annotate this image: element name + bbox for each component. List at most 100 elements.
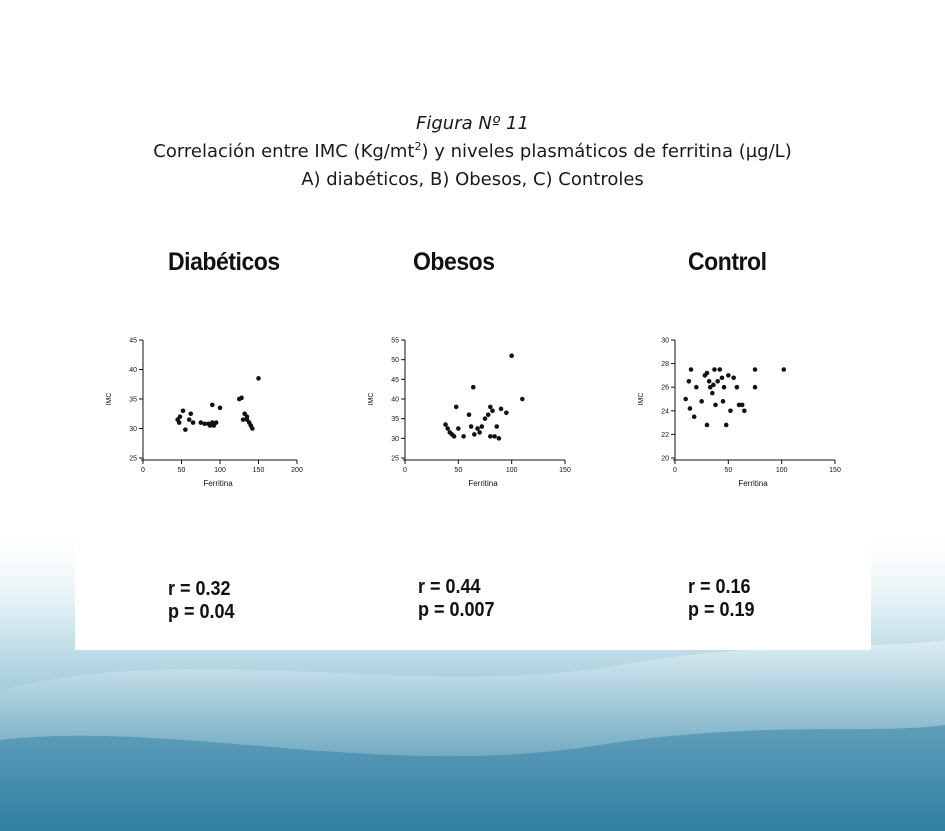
data-point bbox=[456, 426, 461, 431]
y-tick-label: 26 bbox=[661, 385, 669, 392]
data-point bbox=[731, 375, 736, 381]
data-point bbox=[504, 410, 509, 416]
data-point bbox=[445, 426, 450, 431]
x-axis-label: Ferritina bbox=[203, 479, 233, 488]
data-point bbox=[198, 420, 204, 425]
data-point bbox=[482, 416, 488, 421]
data-point bbox=[485, 412, 491, 418]
data-point bbox=[177, 414, 183, 419]
data-point bbox=[202, 421, 207, 427]
data-point bbox=[488, 434, 493, 439]
y-tick-label: 25 bbox=[391, 456, 399, 463]
figure-caption-line-3: A) diabéticos, B) Obesos, C) Controles bbox=[301, 169, 644, 190]
data-point bbox=[240, 417, 246, 422]
data-point bbox=[687, 406, 693, 411]
y-tick-label: 35 bbox=[129, 397, 137, 404]
r-value-obesos: r = 0.44 bbox=[418, 576, 481, 598]
data-point bbox=[472, 432, 477, 437]
data-point bbox=[723, 422, 729, 428]
stats-obesos: r = 0.44 p = 0.007 bbox=[418, 576, 495, 622]
data-point bbox=[683, 396, 688, 402]
x-tick-label: 50 bbox=[454, 467, 462, 474]
x-tick-label: 150 bbox=[253, 467, 265, 474]
data-point bbox=[180, 408, 186, 414]
data-point bbox=[688, 367, 694, 372]
data-point bbox=[250, 426, 255, 431]
x-tick-label: 0 bbox=[673, 467, 677, 474]
data-point bbox=[699, 399, 704, 404]
x-tick-label: 100 bbox=[506, 467, 518, 474]
data-point bbox=[721, 384, 727, 390]
chart-title-control: Control bbox=[688, 248, 767, 276]
y-tick-label: 30 bbox=[661, 338, 669, 345]
data-point bbox=[498, 406, 504, 412]
data-point bbox=[704, 370, 710, 376]
data-point bbox=[742, 408, 747, 414]
y-tick-label: 45 bbox=[129, 338, 137, 345]
data-point bbox=[496, 436, 502, 441]
x-tick-label: 150 bbox=[559, 467, 571, 474]
data-point bbox=[477, 430, 482, 435]
p-value-control: p = 0.19 bbox=[688, 599, 755, 621]
data-point bbox=[183, 427, 188, 432]
y-tick-label: 45 bbox=[391, 377, 399, 384]
data-point bbox=[520, 396, 525, 402]
stats-diabeticos: r = 0.32 p = 0.04 bbox=[168, 578, 235, 624]
data-point bbox=[686, 379, 692, 384]
x-tick-label: 0 bbox=[141, 467, 145, 474]
data-point bbox=[492, 434, 497, 439]
data-point bbox=[468, 424, 474, 429]
data-point bbox=[706, 379, 712, 384]
data-point bbox=[752, 384, 758, 390]
x-tick-label: 150 bbox=[829, 467, 841, 474]
data-point bbox=[488, 404, 493, 410]
data-point bbox=[470, 384, 476, 390]
y-tick-label: 25 bbox=[129, 456, 137, 463]
data-point bbox=[509, 353, 514, 359]
p-value-obesos: p = 0.007 bbox=[418, 599, 495, 621]
x-tick-label: 100 bbox=[776, 467, 788, 474]
data-point bbox=[710, 390, 715, 396]
figure-caption-line-2: Correlación entre IMC (Kg/mt2) y niveles… bbox=[0, 138, 945, 166]
x-tick-label: 0 bbox=[403, 467, 407, 474]
x-axis-label: Ferritina bbox=[468, 479, 498, 488]
data-point bbox=[461, 434, 466, 439]
r-value-diabeticos: r = 0.32 bbox=[168, 578, 231, 600]
data-point bbox=[712, 367, 717, 372]
y-tick-label: 40 bbox=[391, 397, 399, 404]
y-tick-label: 30 bbox=[391, 436, 399, 443]
data-point bbox=[720, 399, 726, 404]
x-tick-label: 50 bbox=[724, 467, 732, 474]
data-point bbox=[726, 373, 731, 378]
y-tick-label: 30 bbox=[129, 426, 137, 433]
data-point bbox=[188, 411, 194, 417]
data-point bbox=[717, 367, 723, 372]
data-point bbox=[475, 426, 480, 431]
data-point bbox=[466, 412, 472, 418]
y-tick-label: 22 bbox=[661, 432, 669, 439]
scatter-plot-control: 20 22 24 26 28 30 0 50 100 150 Ferritina IMC bbox=[638, 338, 841, 489]
data-point bbox=[719, 375, 725, 381]
data-point bbox=[691, 414, 697, 419]
data-point bbox=[239, 395, 244, 401]
y-tick-label: 40 bbox=[129, 367, 137, 374]
data-point bbox=[490, 408, 495, 414]
y-tick-label: 20 bbox=[661, 456, 669, 463]
data-point bbox=[713, 402, 718, 408]
data-point bbox=[210, 402, 215, 408]
x-tick-label: 100 bbox=[214, 467, 226, 474]
x-tick-label: 50 bbox=[178, 467, 186, 474]
data-point bbox=[752, 367, 758, 372]
data-point bbox=[739, 402, 745, 408]
figure-heading: Figura Nº 11 Correlación entre IMC (Kg/m… bbox=[0, 110, 945, 194]
data-point bbox=[715, 379, 720, 384]
y-tick-label: 28 bbox=[661, 361, 669, 368]
data-point bbox=[186, 417, 192, 422]
scatter-plot-obesos: 25 30 35 40 45 50 55 0 50 100 150 Ferritina IMC bbox=[368, 338, 571, 489]
caption-text-b: ) y niveles plasmáticos de ferritina (µg… bbox=[421, 141, 792, 162]
y-axis-label: IMC bbox=[368, 393, 375, 406]
data-point bbox=[213, 420, 219, 425]
figure-label: Figura Nº 11 bbox=[416, 113, 529, 134]
y-axis-label: IMC bbox=[638, 393, 645, 406]
y-tick-label: 55 bbox=[391, 338, 399, 345]
